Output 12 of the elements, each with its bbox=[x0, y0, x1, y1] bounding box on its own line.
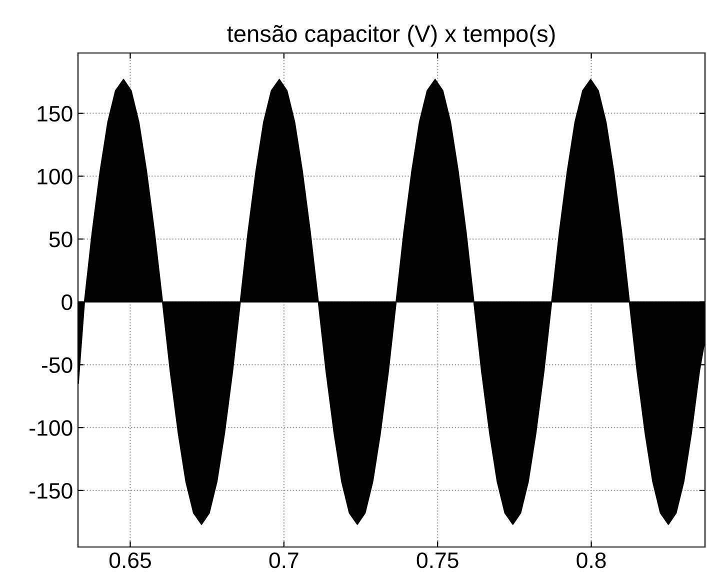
y-tick-label: 0 bbox=[62, 294, 72, 310]
x-tick-label: 0.7 bbox=[269, 552, 298, 568]
y-tick-label: 150 bbox=[38, 106, 72, 122]
y-tick-label: 100 bbox=[38, 168, 72, 184]
chart-title: tensão capacitor (V) x tempo(s) bbox=[227, 24, 555, 47]
x-tick-label: 0.65 bbox=[109, 552, 151, 568]
y-tick-label: 50 bbox=[49, 232, 72, 248]
y-tick-label: -150 bbox=[30, 482, 72, 499]
y-tick-label: -100 bbox=[30, 420, 72, 436]
x-tick-label: 0.75 bbox=[416, 552, 458, 568]
x-tick-label: 0.8 bbox=[576, 552, 606, 568]
y-tick-label: -50 bbox=[42, 357, 72, 374]
